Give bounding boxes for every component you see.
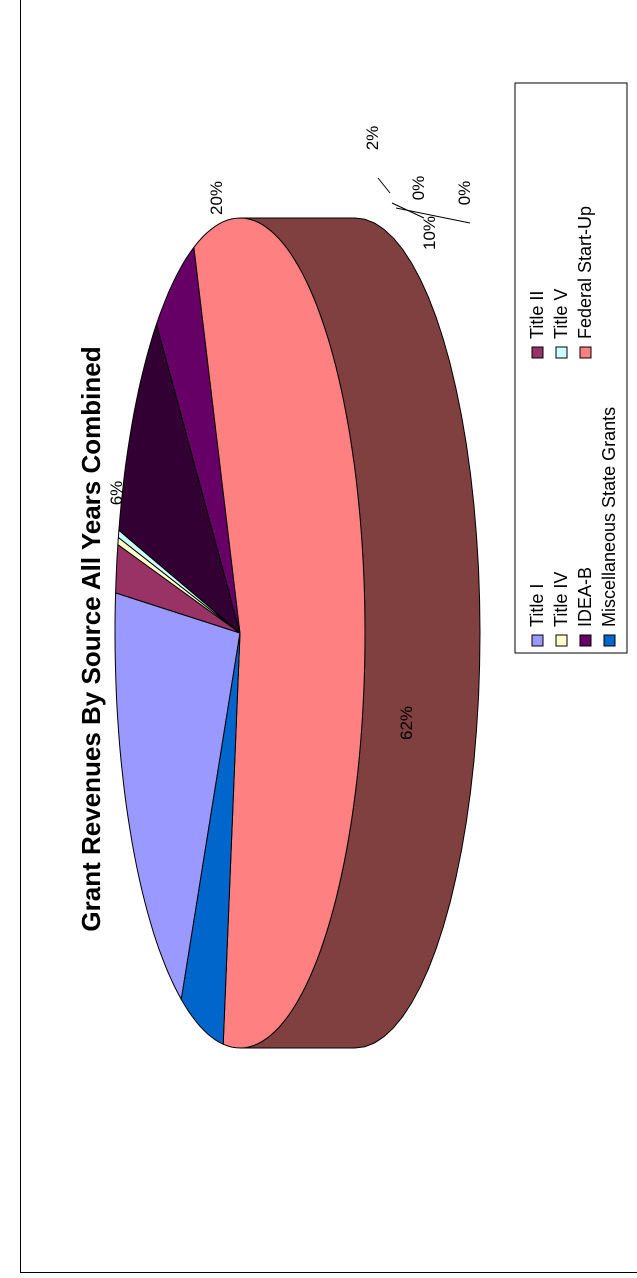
slice-label: 62% bbox=[397, 706, 416, 740]
legend-swatch bbox=[555, 346, 568, 359]
pie-slice-idea-b bbox=[155, 245, 241, 634]
slice-label: 2% bbox=[363, 126, 382, 151]
legend: Title I Title II Title IV Title V IDEA-B Fede… bbox=[514, 82, 628, 654]
slice-labels: 20% 2% 0% 0% 10% 62% 6% bbox=[107, 126, 474, 740]
chart-frame bbox=[20, 0, 637, 1273]
legend-label: IDEA-B bbox=[575, 567, 595, 627]
pie-slice-other bbox=[118, 322, 241, 635]
leader-line bbox=[377, 177, 391, 194]
chart-title: Grant Revenues By Source All Years Combi… bbox=[76, 346, 106, 931]
legend-swatch bbox=[555, 634, 568, 647]
legend-swatch bbox=[531, 634, 544, 647]
pie-slice-miscellaneous-state-grants bbox=[180, 632, 241, 1045]
leader-line bbox=[395, 207, 471, 224]
legend-label: Title V bbox=[551, 289, 571, 339]
legend-label: Federal Start-Up bbox=[575, 206, 595, 339]
slice-label: 20% bbox=[207, 181, 226, 215]
legend-label: Miscellaneous State Grants bbox=[599, 407, 619, 627]
legend-label: Title IV bbox=[551, 572, 571, 627]
slice-label: 6% bbox=[107, 481, 126, 506]
pie-group bbox=[114, 217, 481, 1049]
legend-label: Title II bbox=[527, 291, 547, 339]
legend-swatch bbox=[579, 634, 592, 647]
legend-label: Title I bbox=[527, 584, 547, 627]
pie-slice-title-i bbox=[114, 592, 241, 1001]
slice-label: 0% bbox=[409, 176, 428, 201]
legend-swatch bbox=[603, 634, 616, 647]
slice-label: 0% bbox=[455, 181, 474, 206]
slice-label: 10% bbox=[420, 216, 439, 250]
legend-box bbox=[514, 82, 628, 654]
legend-swatch bbox=[579, 346, 592, 359]
legend-swatch bbox=[531, 346, 544, 359]
pie-slice-federal-start-up bbox=[193, 217, 366, 1049]
